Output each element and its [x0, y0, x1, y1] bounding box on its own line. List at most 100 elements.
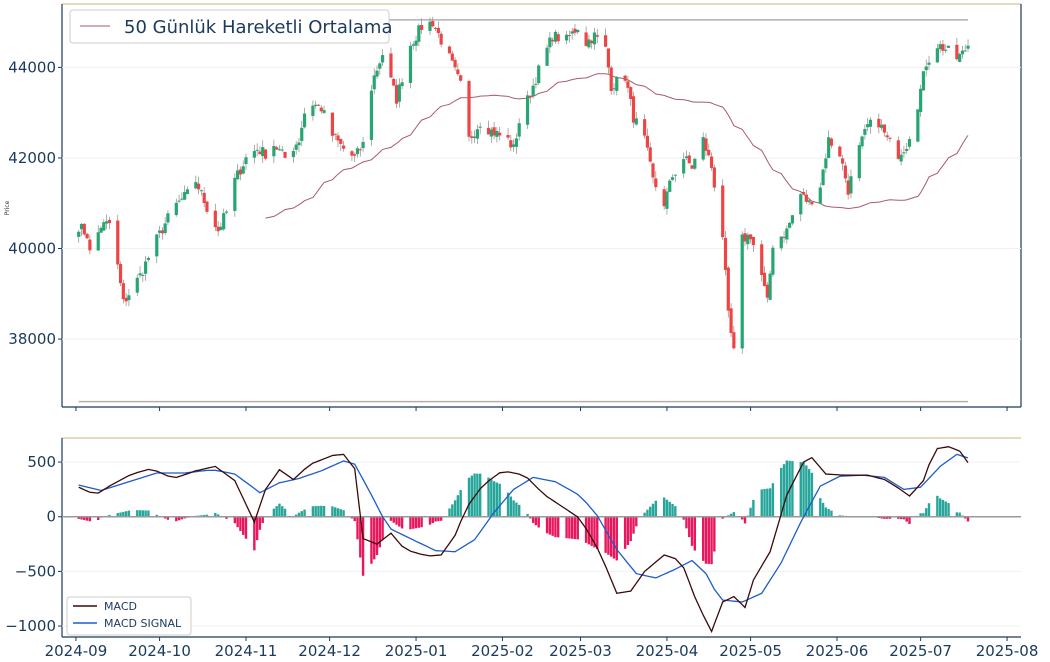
macd-histogram-bar — [509, 496, 513, 517]
candle-body — [316, 104, 321, 106]
candle-body — [135, 277, 139, 293]
macd-histogram-bar — [902, 516, 906, 520]
macd-histogram-bar — [437, 516, 440, 522]
candle-body — [843, 165, 847, 179]
candle-body — [595, 35, 599, 37]
candle-body — [79, 223, 84, 230]
macd-histogram-bar — [885, 516, 889, 519]
candle-body — [707, 149, 711, 156]
candle-body — [439, 33, 443, 45]
candle-body — [467, 81, 471, 137]
macd-histogram-bar — [654, 500, 657, 517]
macd-histogram-bar — [529, 516, 532, 519]
macd-histogram-bar — [359, 516, 362, 558]
macd-histogram-bar — [766, 488, 769, 517]
candle-body — [105, 221, 109, 224]
candle-body — [704, 138, 708, 151]
candle-body — [629, 87, 633, 99]
candle-body — [408, 45, 413, 83]
candle-body — [107, 219, 111, 224]
main-legend: 50 Günlük Hareketli Ortalama — [69, 9, 392, 44]
macd-histogram-bar — [763, 489, 766, 517]
macd-histogram-bar — [214, 512, 217, 517]
x-tick-label: 2025-06 — [806, 642, 869, 660]
macd-histogram-bar — [701, 516, 705, 561]
macd-y-tick-label: −1000 — [5, 617, 56, 635]
macd-histogram-bar — [668, 501, 671, 517]
candle-body — [233, 177, 237, 211]
candle-body — [102, 222, 106, 231]
macd-histogram-bar — [456, 495, 460, 517]
main-y-axis-label: Price — [4, 200, 11, 215]
candle-body — [213, 210, 217, 228]
macd-histogram-bar — [749, 507, 752, 517]
macd-histogram-bar — [721, 516, 724, 519]
macd-line — [78, 446, 969, 634]
candle-body — [517, 123, 521, 137]
macd-histogram-bar — [506, 492, 510, 517]
candle-body — [785, 228, 789, 240]
macd-histogram-bar — [77, 516, 80, 519]
candle-body — [740, 234, 744, 349]
macd-histogram-bar — [258, 516, 262, 530]
macd-histogram-bar — [704, 516, 708, 564]
macd-histogram-bar — [339, 509, 342, 517]
macd-histogram-bar — [819, 498, 822, 517]
macd-histogram-bar — [609, 516, 613, 557]
candle-body — [654, 178, 658, 188]
macd-histogram-bar — [353, 516, 356, 522]
candle-body — [163, 223, 167, 233]
macd-histogram-bar — [880, 516, 883, 519]
candle-body — [885, 135, 889, 138]
candle-body — [919, 88, 923, 112]
candle-body — [506, 134, 510, 138]
candle-body — [648, 147, 652, 162]
candle-body — [531, 85, 535, 97]
candle-body — [222, 213, 226, 230]
candle-body — [958, 54, 962, 62]
macd-histogram-bar — [116, 513, 119, 517]
macd-histogram-bar — [478, 473, 482, 517]
candle-body — [960, 50, 965, 55]
candle-body — [350, 151, 354, 156]
candle-body — [394, 85, 399, 104]
x-tick-label: 2025-04 — [636, 642, 699, 660]
candle-body — [693, 158, 697, 169]
macd-histogram-bar — [780, 467, 783, 517]
candle-body — [447, 46, 452, 54]
macd-histogram-bar — [685, 516, 688, 529]
macd-histogram-bar — [671, 503, 674, 517]
macd-histogram-bar — [693, 516, 697, 551]
macd-histogram-bar — [119, 512, 122, 517]
candle-body — [436, 27, 440, 34]
candle-body — [729, 308, 733, 333]
candle-body — [275, 147, 279, 150]
candle-body — [453, 59, 457, 68]
candle-body — [726, 267, 730, 311]
macd-histogram-bar — [768, 488, 772, 517]
macd-histogram-bar — [623, 516, 627, 549]
macd-histogram-bar — [947, 503, 950, 517]
macd-histogram-bar — [202, 514, 206, 517]
macd-histogram-bar — [936, 495, 939, 517]
macd-histogram-bar — [729, 513, 733, 517]
candle-body — [723, 237, 728, 270]
x-tick-label: 2024-12 — [298, 642, 361, 660]
candle-body — [645, 135, 650, 148]
macd-histogram-bar — [233, 516, 237, 524]
candle-body — [336, 135, 340, 141]
candle-body — [216, 226, 220, 232]
candle-body — [397, 84, 401, 102]
macd-histogram-bar — [453, 500, 457, 517]
candle-body — [955, 44, 959, 60]
candle-body — [456, 69, 460, 75]
candle-body — [417, 25, 421, 42]
macd-histogram-bar — [144, 510, 147, 517]
candle-body — [238, 169, 243, 175]
macd-histogram-bar — [136, 510, 139, 517]
x-tick-label: 2025-03 — [549, 642, 612, 660]
macd-histogram-bar — [322, 505, 326, 517]
macd-histogram-bar — [451, 504, 454, 517]
macd-histogram-bar — [646, 509, 649, 517]
